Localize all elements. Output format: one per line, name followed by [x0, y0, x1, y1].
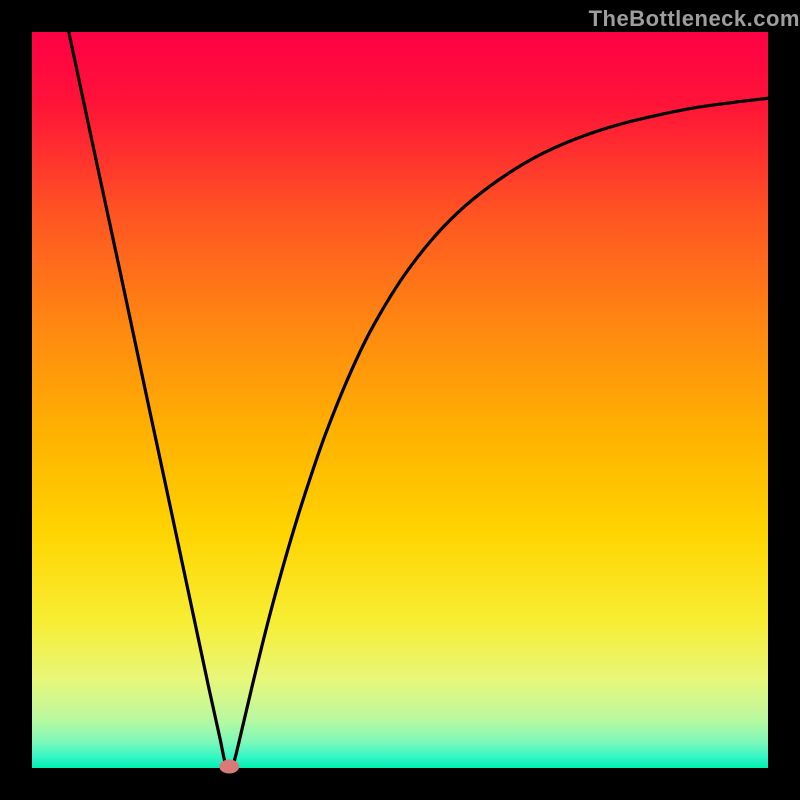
chart-plot-background: [32, 32, 768, 768]
bottleneck-chart: TheBottleneck.com: [0, 0, 800, 800]
watermark-text: TheBottleneck.com: [589, 6, 800, 32]
minimum-marker: [219, 760, 239, 774]
chart-svg: [0, 0, 800, 800]
